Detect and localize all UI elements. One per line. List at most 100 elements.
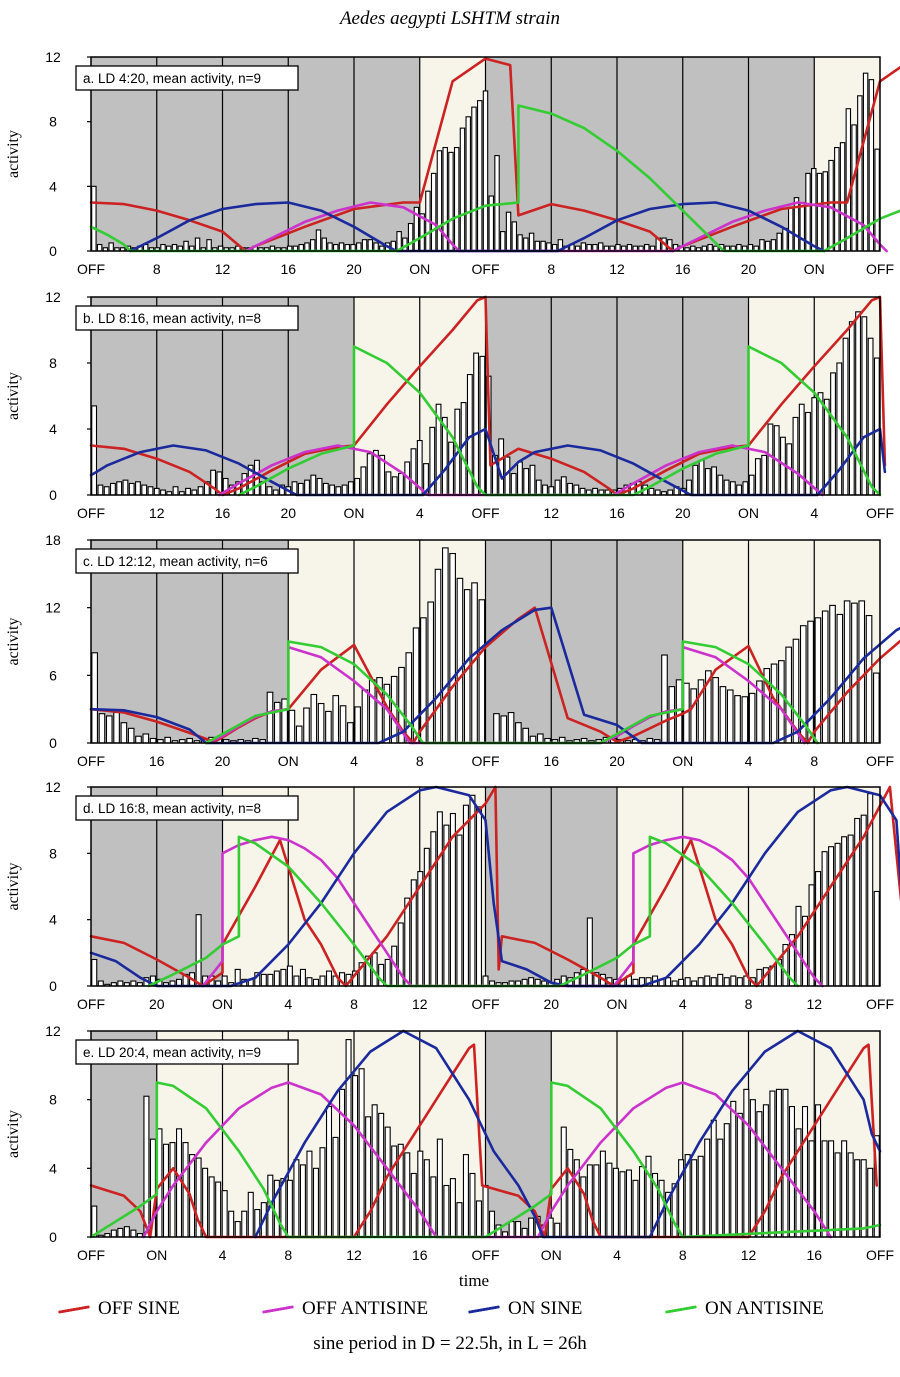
bar (412, 627, 420, 744)
panel-title: e. LD 20:4, mean activity, n=9 (83, 1045, 261, 1060)
x-tick-label: 20 (741, 261, 757, 277)
bar (828, 846, 835, 987)
bar (839, 142, 846, 252)
bar (176, 1128, 183, 1238)
bar (801, 1105, 809, 1238)
x-tick-label: 12 (806, 996, 822, 1012)
bar (536, 733, 544, 744)
bar (147, 486, 154, 496)
bar (96, 243, 103, 252)
bar (517, 234, 523, 252)
panel-title-box: c. LD 12:12, mean activity, n=6 (75, 548, 299, 574)
x-tick-label: OFF (866, 996, 894, 1012)
bar (341, 484, 348, 496)
panel-title-box: d. LD 16:8, mean activity, n=8 (75, 795, 299, 821)
bar (449, 1178, 456, 1238)
panel-title-frame (75, 65, 299, 91)
bar (247, 1191, 254, 1238)
curve-on-sine (89, 785, 900, 988)
bar (807, 620, 814, 744)
bar (507, 711, 515, 744)
bar (347, 722, 354, 744)
bar (834, 1152, 841, 1238)
x-tick-label: 16 (412, 1247, 428, 1263)
bar (164, 736, 172, 744)
bar (741, 696, 749, 744)
bar (730, 975, 737, 987)
bar (848, 321, 855, 496)
x-tick-label: 8 (416, 753, 424, 769)
x-tick-label: ON (212, 996, 233, 1012)
bar (97, 484, 104, 496)
y-tick-label: 18 (45, 532, 61, 548)
bar (436, 150, 443, 252)
panel-title-frame (75, 548, 299, 574)
bar (858, 600, 866, 744)
bar (135, 481, 141, 496)
y-axis-title: activity (5, 1110, 22, 1158)
bar (580, 968, 587, 987)
x-tick-label: 4 (679, 996, 687, 1012)
x-tick-label: 8 (350, 996, 358, 1012)
x-tick-label: 4 (350, 753, 358, 769)
bar (811, 168, 817, 252)
bar (692, 464, 699, 496)
bar (142, 733, 150, 744)
x-tick-label: 4 (284, 996, 292, 1012)
y-tick-label: 0 (49, 1229, 57, 1245)
bar (482, 1184, 489, 1238)
bar (828, 1140, 835, 1238)
bar (475, 806, 483, 987)
y-tick-label: 12 (45, 289, 61, 305)
bar (798, 403, 805, 496)
bar (391, 476, 398, 496)
x-tick-label: 16 (609, 505, 625, 521)
bar (128, 482, 135, 496)
bar (325, 710, 332, 744)
bar (441, 547, 449, 744)
x-tick-label: OFF (77, 1247, 105, 1263)
plot-frame (90, 56, 881, 252)
bar (855, 311, 862, 496)
bar (510, 472, 517, 496)
x-tick-label: OFF (77, 753, 105, 769)
y-tick-label: 12 (45, 1023, 61, 1039)
bar (787, 206, 794, 252)
bar (358, 1068, 365, 1238)
x-tick-label: 8 (810, 753, 818, 769)
bar (764, 240, 771, 252)
bar (339, 705, 347, 744)
bar (453, 146, 460, 252)
curve-off-sine (89, 57, 900, 253)
bar (105, 715, 113, 744)
bar (293, 1159, 300, 1238)
y-tick-label: 6 (49, 667, 57, 683)
y-axis-title: activity (5, 130, 22, 178)
bar (185, 487, 191, 496)
legend-swatch-on-sine (467, 1304, 501, 1314)
bar (309, 239, 316, 252)
bar (535, 479, 542, 496)
bar (612, 1167, 619, 1238)
bar (815, 871, 822, 987)
y-tick-label: 4 (49, 1160, 57, 1176)
legend-item-off-sine: OFF SINE (57, 1296, 180, 1322)
bar (91, 958, 98, 987)
bar (345, 1039, 352, 1238)
bar (469, 794, 476, 987)
x-tick-label: ON (146, 1247, 167, 1263)
bar (295, 725, 303, 744)
bar (110, 1229, 117, 1238)
bar (482, 90, 489, 252)
bar (542, 484, 548, 496)
bar (522, 727, 530, 744)
bar (479, 355, 486, 496)
bar (477, 100, 483, 252)
bar (366, 453, 373, 496)
bar (821, 851, 828, 987)
bar (410, 448, 417, 496)
bar (822, 171, 829, 252)
bar (310, 474, 317, 496)
bar (736, 1112, 743, 1238)
bar (843, 600, 851, 744)
